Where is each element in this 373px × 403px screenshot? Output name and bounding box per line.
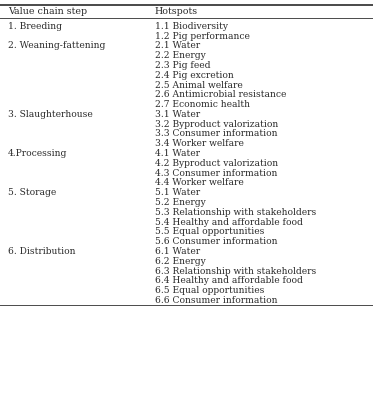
Text: 5.1 Water: 5.1 Water: [155, 188, 200, 197]
Text: 6.1 Water: 6.1 Water: [155, 247, 200, 256]
Text: Hotspots: Hotspots: [155, 7, 198, 16]
Text: 1.1 Biodiversity: 1.1 Biodiversity: [155, 22, 228, 31]
Text: 3.1 Water: 3.1 Water: [155, 110, 200, 119]
Text: 6.5 Equal opportunities: 6.5 Equal opportunities: [155, 286, 264, 295]
Text: 6.4 Healthy and affordable food: 6.4 Healthy and affordable food: [155, 276, 303, 285]
Text: 6.2 Energy: 6.2 Energy: [155, 257, 206, 266]
Text: 2.3 Pig feed: 2.3 Pig feed: [155, 61, 210, 70]
Text: 6. Distribution: 6. Distribution: [8, 247, 76, 256]
Text: 6.6 Consumer information: 6.6 Consumer information: [155, 296, 277, 305]
Text: 1.2 Pig performance: 1.2 Pig performance: [155, 31, 250, 41]
Text: 1. Breeding: 1. Breeding: [8, 22, 62, 31]
Text: 2.4 Pig excretion: 2.4 Pig excretion: [155, 71, 233, 80]
Text: 2.7 Economic health: 2.7 Economic health: [155, 100, 250, 109]
Text: 5.6 Consumer information: 5.6 Consumer information: [155, 237, 277, 246]
Text: 4.3 Consumer information: 4.3 Consumer information: [155, 168, 277, 178]
Text: 4.4 Worker welfare: 4.4 Worker welfare: [155, 179, 244, 187]
Text: 2.2 Energy: 2.2 Energy: [155, 51, 206, 60]
Text: 2.5 Animal welfare: 2.5 Animal welfare: [155, 81, 242, 89]
Text: 3.4 Worker welfare: 3.4 Worker welfare: [155, 139, 244, 148]
Text: 5.5 Equal opportunities: 5.5 Equal opportunities: [155, 227, 264, 237]
Text: 2.6 Antimicrobial resistance: 2.6 Antimicrobial resistance: [155, 90, 286, 99]
Text: 4.1 Water: 4.1 Water: [155, 149, 200, 158]
Text: 5.2 Energy: 5.2 Energy: [155, 198, 206, 207]
Text: 5.3 Relationship with stakeholders: 5.3 Relationship with stakeholders: [155, 208, 316, 217]
Text: Value chain step: Value chain step: [8, 7, 87, 16]
Text: 4.2 Byproduct valorization: 4.2 Byproduct valorization: [155, 159, 278, 168]
Text: 5.4 Healthy and affordable food: 5.4 Healthy and affordable food: [155, 218, 303, 226]
Text: 3.3 Consumer information: 3.3 Consumer information: [155, 129, 277, 139]
Text: 6.3 Relationship with stakeholders: 6.3 Relationship with stakeholders: [155, 266, 316, 276]
Text: 4.Processing: 4.Processing: [8, 149, 68, 158]
Text: 3. Slaughterhouse: 3. Slaughterhouse: [8, 110, 93, 119]
Text: 3.2 Byproduct valorization: 3.2 Byproduct valorization: [155, 120, 278, 129]
Text: 5. Storage: 5. Storage: [8, 188, 56, 197]
Text: 2. Weaning-fattening: 2. Weaning-fattening: [8, 42, 106, 50]
Text: 2.1 Water: 2.1 Water: [155, 42, 200, 50]
